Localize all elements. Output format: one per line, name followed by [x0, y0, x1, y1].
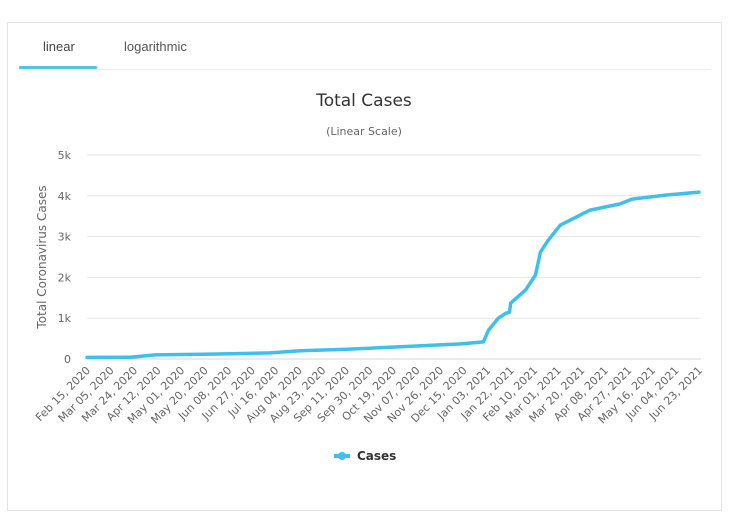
y-tick-label: 3k [58, 231, 72, 244]
y-tick-label: 0 [64, 353, 71, 366]
y-tick-label: 4k [58, 190, 72, 203]
legend-marker-icon [338, 452, 346, 460]
y-tick-label: 5k [58, 149, 72, 162]
chart-subtitle: (Linear Scale) [326, 125, 402, 138]
active-tab-indicator [19, 66, 97, 69]
chart-card: linear logarithmic [7, 22, 722, 511]
legend[interactable]: Cases [334, 449, 396, 463]
tab-linear[interactable]: linear [43, 39, 75, 54]
chart-title: Total Cases [315, 91, 412, 111]
y-tick-label: 1k [58, 312, 72, 325]
series-line-cases[interactable] [85, 190, 701, 360]
y-tick-label: 2k [58, 271, 72, 284]
scale-tabs: linear logarithmic [19, 23, 711, 70]
y-axis-title: Total Coronavirus Cases [35, 185, 49, 329]
tab-logarithmic[interactable]: logarithmic [124, 39, 187, 54]
legend-item-cases[interactable]: Cases [357, 449, 396, 463]
